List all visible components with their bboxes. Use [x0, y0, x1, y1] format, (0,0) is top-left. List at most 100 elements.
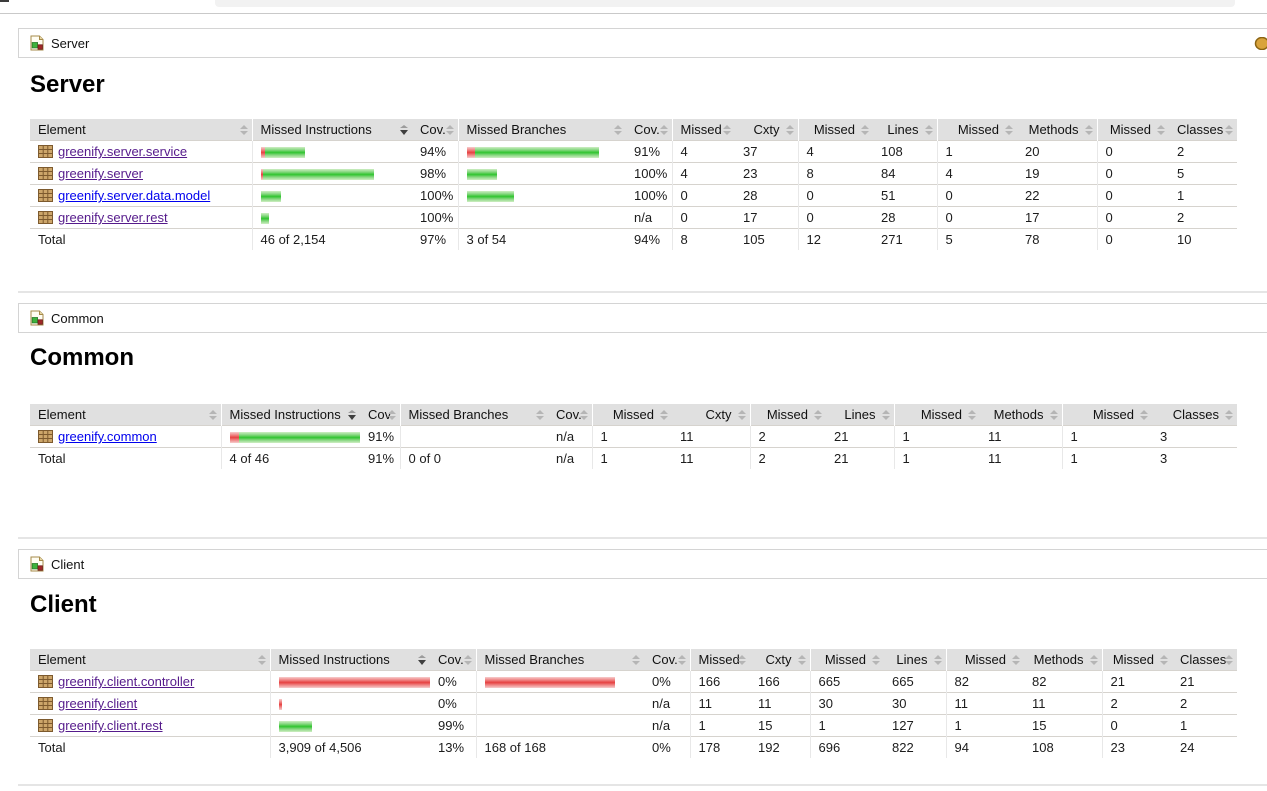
column-header-classes[interactable]: Classes [1152, 404, 1237, 426]
column-header-cov[interactable]: Cov. [626, 119, 672, 141]
column-header-missed[interactable]: Missed [1101, 649, 1172, 671]
sort-icon [1225, 654, 1233, 665]
column-header-missed[interactable]: Missed [893, 404, 980, 426]
divider [0, 13, 1267, 14]
column-header-cov[interactable]: Cov. [548, 404, 592, 426]
total-methods: 108 [1024, 736, 1102, 758]
total-classes: 24 [1172, 736, 1237, 758]
column-header-cxty[interactable]: Cxty [672, 404, 750, 426]
cxty: 28 [735, 184, 798, 207]
column-header-missed[interactable]: Missed [797, 119, 873, 141]
column-header-cxty[interactable]: Cxty [750, 649, 810, 671]
column-header-missed[interactable]: Missed [945, 649, 1024, 671]
column-header-missed[interactable]: Missed [1096, 119, 1169, 141]
sort-icon [1049, 409, 1058, 420]
package-link[interactable]: greenify.client.rest [58, 718, 163, 733]
column-header-missed-branches[interactable]: Missed Branches [399, 404, 548, 426]
missed-classes: 1 [1061, 425, 1152, 448]
package-link[interactable]: greenify.server [58, 166, 144, 181]
column-header-lines[interactable]: Lines [873, 119, 937, 141]
branch-coverage-pct: n/a [626, 206, 672, 229]
column-header-missed[interactable]: Missed [809, 649, 884, 671]
methods: 19 [1017, 162, 1097, 185]
column-header-cov[interactable]: Cov. [412, 119, 458, 141]
sort-icon [968, 409, 976, 420]
instruction-coverage-bar [269, 692, 430, 715]
breadcrumb-label: Server [51, 35, 90, 51]
instruction-coverage-bar [220, 425, 360, 448]
cxty: 15 [750, 714, 810, 737]
methods: 22 [1017, 184, 1097, 207]
missed-methods: 1 [945, 714, 1024, 737]
table-row: greenify.client.controller 0% 0% 166 166… [30, 670, 1237, 693]
instruction-coverage-pct: 100% [412, 184, 458, 207]
column-header-lines[interactable]: Lines [826, 404, 894, 426]
instruction-coverage-bar [269, 670, 430, 693]
cxty: 166 [750, 670, 810, 693]
column-header-element[interactable]: Element [30, 119, 252, 141]
branch-coverage-bar [475, 714, 644, 737]
column-header-classes[interactable]: Classes [1172, 649, 1237, 671]
package-icon [38, 211, 53, 224]
column-header-missed[interactable]: Missed [671, 119, 735, 141]
instruction-coverage-pct: 91% [360, 425, 400, 448]
column-header-element[interactable]: Element [30, 649, 270, 671]
sort-icon [632, 654, 640, 665]
column-header-missed[interactable]: Missed [749, 404, 826, 426]
column-header-missed-instructions[interactable]: Missed Instructions [269, 649, 430, 671]
column-header-missed-instructions[interactable]: Missed Instructions [251, 119, 412, 141]
column-header-missed-branches[interactable]: Missed Branches [475, 649, 644, 671]
total-missed-cxty: 178 [689, 736, 750, 758]
total-instruction-cov: 97% [412, 228, 458, 250]
methods: 20 [1017, 140, 1097, 163]
package-link[interactable]: greenify.client.controller [58, 674, 195, 689]
missed-classes: 0 [1101, 714, 1172, 737]
column-header-cov[interactable]: Cov. [430, 649, 476, 671]
package-link[interactable]: greenify.client [58, 696, 138, 711]
column-header-missed-instructions[interactable]: Missed Instructions [220, 404, 360, 426]
sort-icon [659, 124, 668, 135]
package-link[interactable]: greenify.server.data.model [58, 188, 211, 203]
package-link[interactable]: greenify.common [58, 429, 157, 444]
instruction-coverage-pct: 0% [430, 670, 476, 693]
column-header-missed[interactable]: Missed [936, 119, 1017, 141]
session-icon[interactable] [1253, 36, 1267, 50]
column-header-missed[interactable]: Missed [591, 404, 672, 426]
column-header-lines[interactable]: Lines [884, 649, 946, 671]
total-branch-cov: 0% [644, 736, 690, 758]
table-header-row: Element Missed Instructions Cov. Missed … [30, 649, 1237, 671]
column-header-classes[interactable]: Classes [1169, 119, 1237, 141]
total-lines: 822 [884, 736, 946, 758]
column-header-methods[interactable]: Methods [1024, 649, 1102, 671]
package-link[interactable]: greenify.server.service [58, 144, 188, 159]
package-link[interactable]: greenify.server.rest [58, 210, 168, 225]
methods: 11 [1024, 692, 1102, 715]
total-cxty: 192 [750, 736, 810, 758]
column-header-methods[interactable]: Methods [980, 404, 1062, 426]
missed-cxty: 4 [671, 140, 735, 163]
column-header-missed-branches[interactable]: Missed Branches [457, 119, 626, 141]
column-header-methods[interactable]: Methods [1017, 119, 1097, 141]
column-header-missed[interactable]: Missed [1061, 404, 1152, 426]
missed-classes: 0 [1096, 140, 1169, 163]
table-header-row: Element Missed Instructions Cov. Missed … [30, 404, 1237, 426]
sort-icon [677, 654, 686, 665]
column-header-cxty[interactable]: Cxty [735, 119, 798, 141]
column-header-cov[interactable]: Cov. [360, 404, 400, 426]
sort-icon [1157, 124, 1165, 135]
column-header-missed[interactable]: Missed [689, 649, 750, 671]
sort-icon [1005, 124, 1013, 135]
branch-coverage-bar [475, 692, 644, 715]
instruction-coverage-bar [251, 184, 412, 207]
total-instruction-cov: 91% [360, 447, 400, 469]
page-title-common: Common [30, 344, 134, 371]
breadcrumb-common: Common [18, 303, 1267, 333]
group-icon [30, 35, 44, 51]
page-title-client: Client [30, 591, 97, 618]
sort-icon [814, 409, 822, 420]
methods: 17 [1017, 206, 1097, 229]
column-header-element[interactable]: Element [30, 404, 221, 426]
column-header-cov[interactable]: Cov. [644, 649, 690, 671]
total-missed-lines: 696 [809, 736, 884, 758]
